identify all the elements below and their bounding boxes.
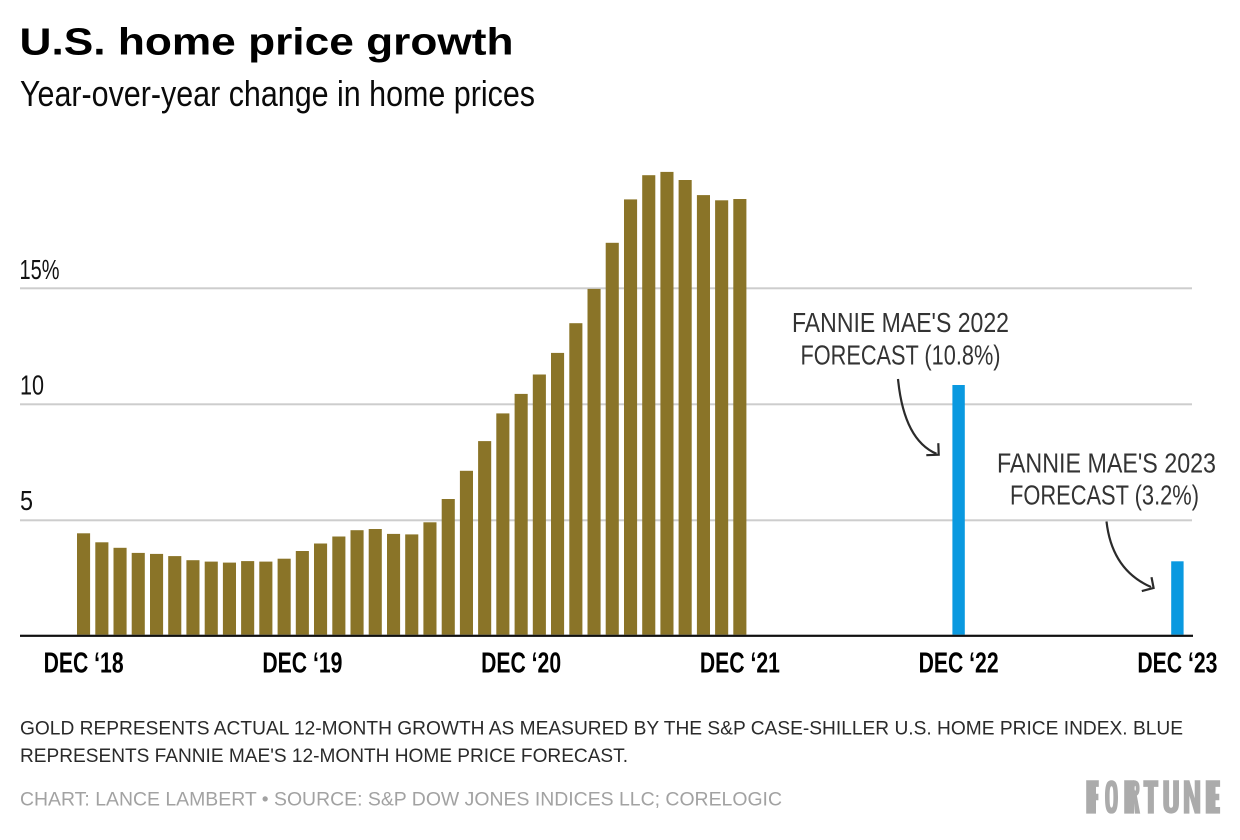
svg-text:DEC ‘18: DEC ‘18 — [44, 648, 124, 680]
svg-text:DEC ‘23: DEC ‘23 — [1137, 648, 1217, 680]
svg-text:5: 5 — [20, 485, 33, 516]
svg-text:GOLD REPRESENTS ACTUAL 12-MONT: GOLD REPRESENTS ACTUAL 12-MONTH GROWTH A… — [20, 718, 1183, 739]
svg-text:15%: 15% — [20, 254, 60, 285]
svg-text:10: 10 — [20, 370, 44, 401]
svg-text:U.S. home price growth: U.S. home price growth — [20, 22, 514, 64]
svg-text:REPRESENTS FANNIE MAE'S 12-MON: REPRESENTS FANNIE MAE'S 12-MONTH HOME PR… — [20, 746, 628, 767]
svg-text:FORECAST (3.2%): FORECAST (3.2%) — [1010, 479, 1199, 510]
svg-text:DEC ‘19: DEC ‘19 — [262, 648, 342, 680]
svg-text:FORECAST (10.8%): FORECAST (10.8%) — [801, 340, 1001, 371]
svg-text:DEC ‘22: DEC ‘22 — [919, 648, 999, 680]
svg-text:DEC ‘21: DEC ‘21 — [700, 648, 780, 680]
svg-text:CHART: LANCE LAMBERT • SOURCE:: CHART: LANCE LAMBERT • SOURCE: S&P DOW J… — [20, 790, 782, 811]
svg-text:Year-over-year change in home: Year-over-year change in home prices — [20, 73, 535, 114]
svg-text:DEC ‘20: DEC ‘20 — [481, 648, 561, 680]
svg-text:FANNIE MAE'S 2022: FANNIE MAE'S 2022 — [792, 307, 1009, 338]
svg-text:FANNIE MAE'S 2023: FANNIE MAE'S 2023 — [997, 447, 1216, 478]
